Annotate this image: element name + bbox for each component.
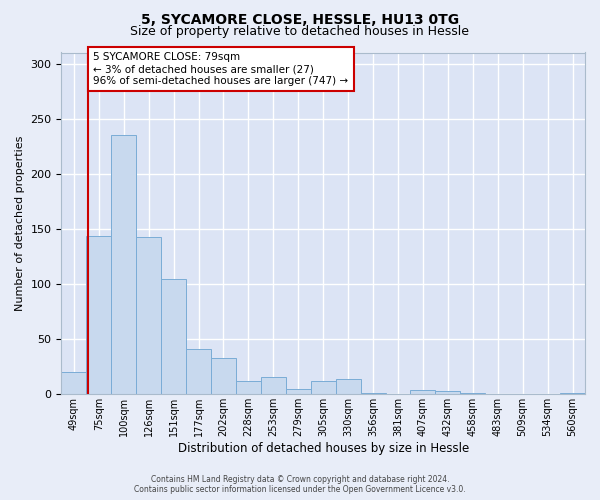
Bar [311, 381, 335, 394]
Text: 5, SYCAMORE CLOSE, HESSLE, HU13 0TG: 5, SYCAMORE CLOSE, HESSLE, HU13 0TG [141, 12, 459, 26]
Bar [161, 278, 186, 394]
Bar [335, 379, 361, 394]
Bar [186, 349, 211, 395]
Bar [136, 236, 161, 394]
Bar [361, 393, 386, 394]
Bar [111, 135, 136, 394]
Bar [436, 391, 460, 394]
Bar [86, 236, 111, 394]
Y-axis label: Number of detached properties: Number of detached properties [15, 136, 25, 311]
Bar [236, 381, 261, 394]
Text: Contains HM Land Registry data © Crown copyright and database right 2024.
Contai: Contains HM Land Registry data © Crown c… [134, 474, 466, 494]
Text: Size of property relative to detached houses in Hessle: Size of property relative to detached ho… [131, 25, 470, 38]
Text: 5 SYCAMORE CLOSE: 79sqm
← 3% of detached houses are smaller (27)
96% of semi-det: 5 SYCAMORE CLOSE: 79sqm ← 3% of detached… [94, 52, 349, 86]
Bar [460, 393, 485, 394]
Bar [261, 376, 286, 394]
Bar [211, 358, 236, 395]
Bar [410, 390, 436, 394]
X-axis label: Distribution of detached houses by size in Hessle: Distribution of detached houses by size … [178, 442, 469, 455]
Bar [286, 389, 311, 394]
Bar [560, 393, 585, 394]
Bar [61, 372, 86, 394]
